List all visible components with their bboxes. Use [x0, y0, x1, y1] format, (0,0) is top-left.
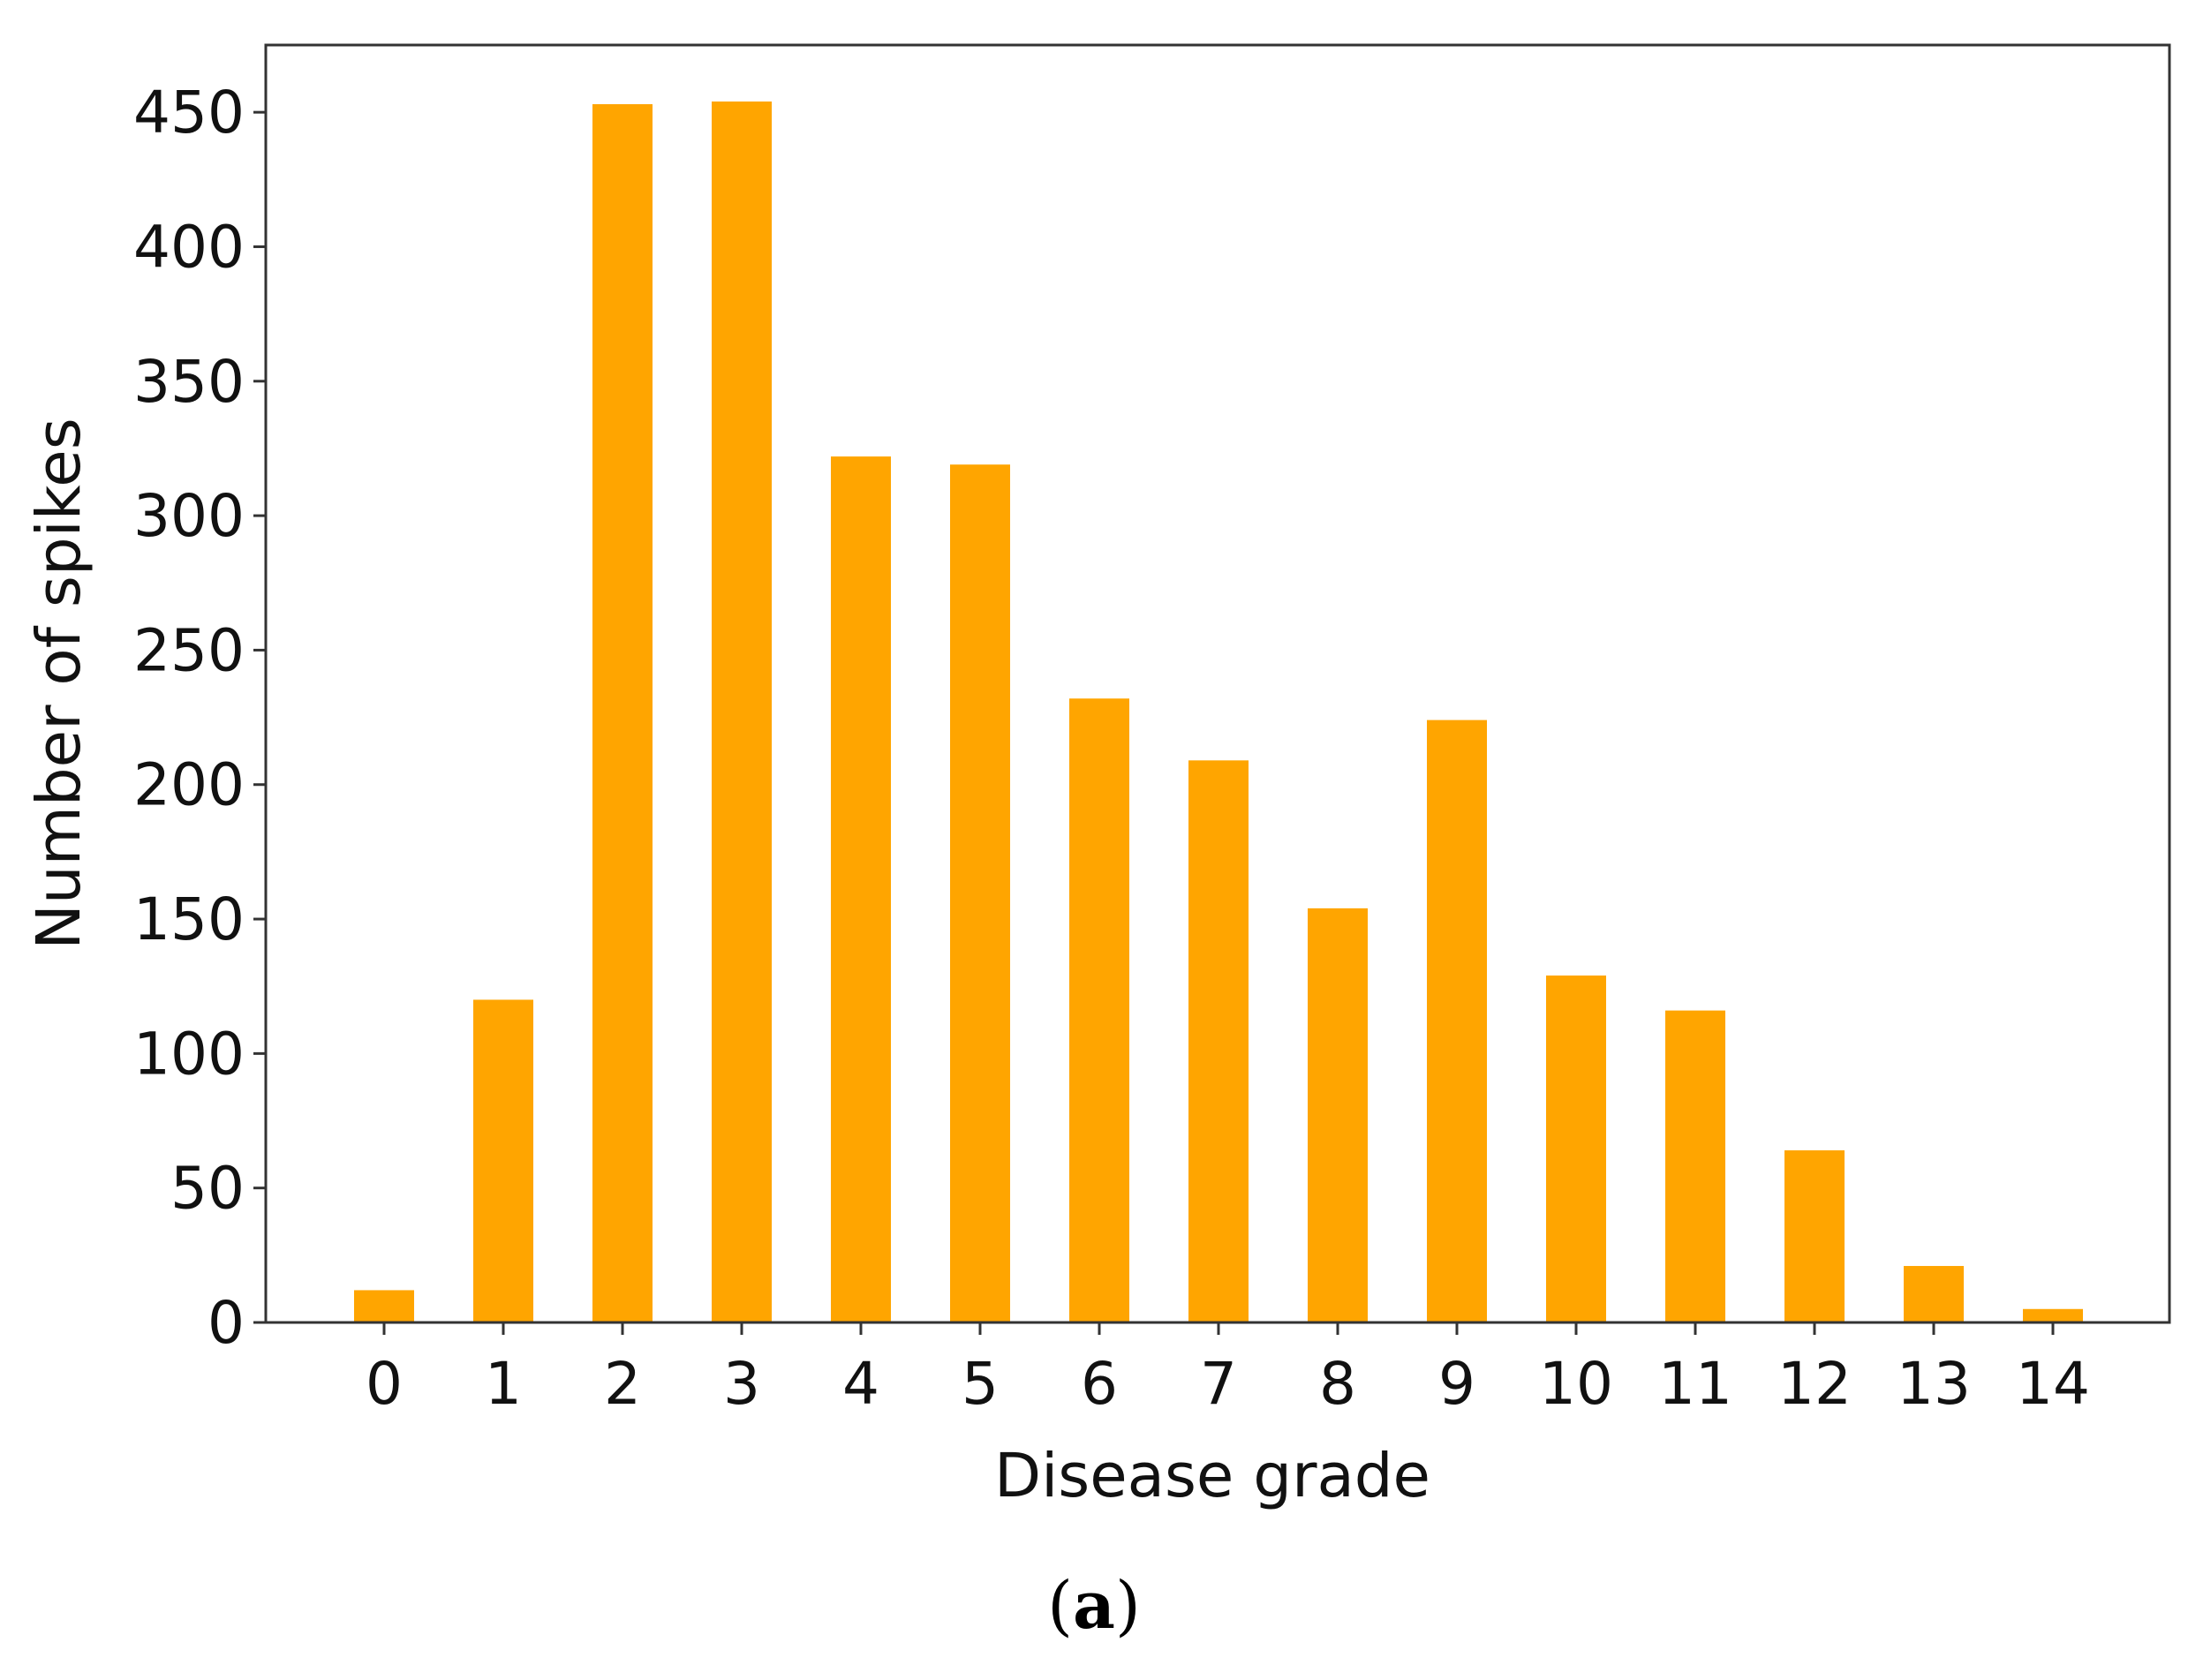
y-tick-label: 400	[133, 213, 245, 281]
panel-label-letter: a	[1073, 1568, 1115, 1644]
panel-label-open-paren: (	[1047, 1568, 1074, 1644]
x-tick-label: 13	[1897, 1350, 1971, 1418]
bar-grade-5	[950, 464, 1010, 1322]
bar-grade-0	[354, 1290, 414, 1322]
y-tick-label: 250	[133, 616, 245, 684]
y-tick-label: 450	[133, 79, 245, 147]
x-tick-label: 4	[842, 1350, 879, 1418]
bar-grade-9	[1427, 719, 1487, 1322]
bar-grade-13	[1904, 1266, 1964, 1322]
x-tick-label: 2	[604, 1350, 641, 1418]
y-tick-label: 350	[133, 348, 245, 416]
y-tick-label: 100	[133, 1020, 245, 1088]
y-tick-label: 300	[133, 482, 245, 550]
y-tick-label: 200	[133, 751, 245, 819]
y-tick-label: 50	[170, 1155, 245, 1223]
panel-label-close-paren: )	[1114, 1568, 1141, 1644]
x-axis-title: Disease grade	[994, 1441, 1430, 1511]
x-tick-label: 3	[723, 1350, 760, 1418]
panel-label: (a)	[0, 1573, 2188, 1639]
x-tick-label: 9	[1438, 1350, 1475, 1418]
bar-grade-3	[712, 101, 772, 1322]
x-tick-label: 12	[1777, 1350, 1852, 1418]
x-tick-label: 5	[962, 1350, 999, 1418]
bar-grade-7	[1188, 760, 1249, 1322]
x-tick-label: 14	[2016, 1350, 2090, 1418]
bars-layer	[354, 101, 2083, 1323]
x-tick-label: 6	[1081, 1350, 1118, 1418]
y-tick-label: 150	[133, 885, 245, 953]
x-tick-label: 8	[1319, 1350, 1356, 1418]
x-tick-label: 7	[1200, 1350, 1237, 1418]
x-tick-label: 0	[366, 1350, 403, 1418]
bar-grade-14	[2023, 1308, 2083, 1322]
y-tick-label: 0	[207, 1289, 245, 1357]
y-axis-title: Number of spikes	[24, 418, 94, 949]
plot-area-frame	[264, 43, 2171, 1324]
x-tick-label: 1	[485, 1350, 522, 1418]
bar-grade-8	[1308, 908, 1368, 1322]
x-tick-label: 11	[1658, 1350, 1732, 1418]
bar-grade-6	[1069, 698, 1129, 1322]
bar-grade-2	[592, 104, 653, 1323]
x-tick-label: 10	[1539, 1350, 1613, 1418]
bar-grade-1	[473, 999, 533, 1322]
bar-grade-12	[1784, 1150, 1845, 1322]
bar-grade-10	[1546, 976, 1606, 1322]
bar-grade-4	[831, 456, 891, 1322]
bar-grade-11	[1665, 1010, 1725, 1322]
